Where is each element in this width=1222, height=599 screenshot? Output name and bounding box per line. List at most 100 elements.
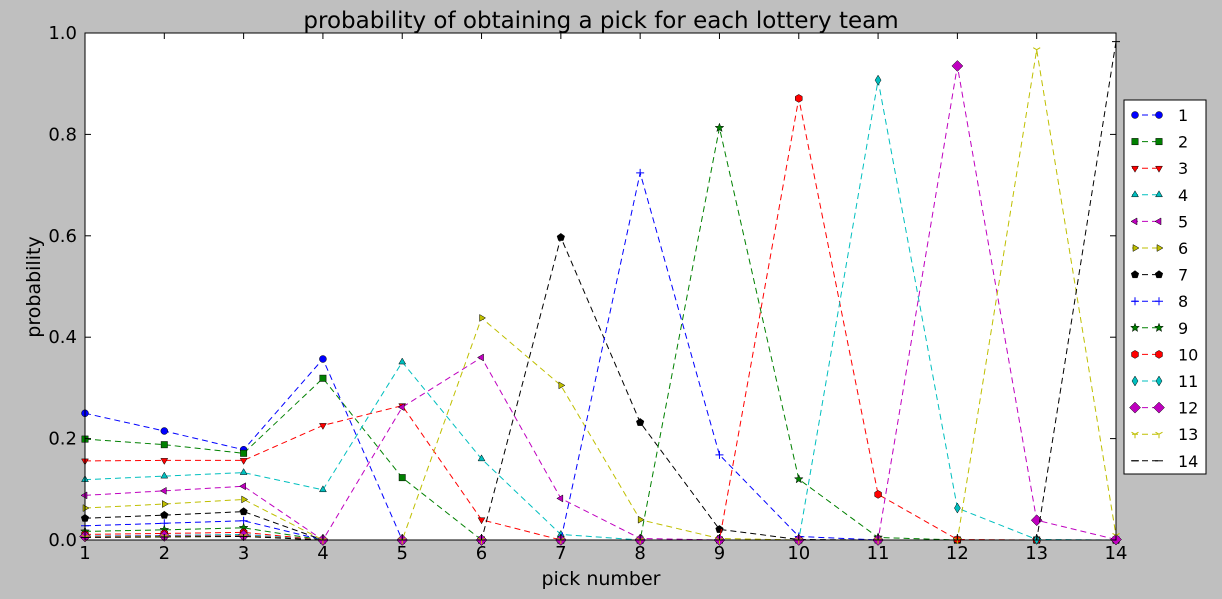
x-tick-label: 11	[867, 543, 890, 564]
x-axis-label: pick number	[542, 568, 661, 590]
data-point	[80, 491, 88, 500]
legend-item: 7	[1130, 266, 1188, 285]
legend-marker	[1130, 322, 1140, 333]
series-line-6	[84, 317, 1116, 541]
legend-marker	[1131, 190, 1139, 198]
data-point	[477, 353, 484, 362]
x-axis: 1 2 3 4 5 6 7 8 9 10 11 12 13 14	[79, 33, 1127, 564]
legend-marker	[1129, 401, 1141, 414]
y-axis: 0.0 0.2 0.4 0.6 0.8 1.0	[48, 23, 1116, 551]
data-point	[241, 495, 249, 504]
legend-marker	[1155, 138, 1163, 146]
data-point	[637, 515, 645, 524]
data-point	[239, 482, 246, 491]
data-point	[239, 507, 248, 516]
legend-label: 10	[1178, 345, 1198, 364]
y-tick-label: 0.2	[48, 429, 77, 450]
data-point	[398, 474, 406, 482]
legend-item: 6	[1132, 239, 1188, 258]
data-point	[951, 60, 964, 72]
legend-label: 7	[1178, 266, 1188, 285]
data-point	[954, 502, 961, 514]
data-point	[556, 494, 564, 503]
y-tick-label: 1.0	[48, 23, 77, 44]
x-tick-label: 14	[1105, 543, 1128, 564]
legend-marker	[1156, 244, 1164, 252]
legend-label: 14	[1178, 452, 1198, 471]
data-point	[239, 458, 248, 465]
y-tick-label: 0.4	[48, 327, 77, 348]
data-point	[319, 374, 327, 382]
data-point	[1032, 47, 1041, 54]
legend-marker	[1155, 297, 1163, 306]
x-tick-label: 6	[476, 543, 487, 564]
legend-marker	[1131, 431, 1139, 439]
legend-item: 10	[1131, 345, 1198, 364]
x-tick-label: 8	[634, 543, 645, 564]
plot-area	[85, 33, 1116, 540]
x-tick-label: 7	[555, 543, 566, 564]
legend-item: 12	[1129, 399, 1198, 418]
x-tick-label: 10	[787, 543, 810, 564]
legend-marker	[1155, 190, 1163, 198]
data-point	[556, 233, 565, 241]
legend-label: 8	[1178, 292, 1188, 311]
legend-item: 2	[1131, 133, 1188, 152]
x-tick-label: 2	[159, 543, 170, 564]
legend-item: 3	[1131, 159, 1188, 178]
y-tick-label: 0.0	[48, 530, 77, 551]
legend-item: 14	[1131, 452, 1198, 471]
x-tick-label: 4	[317, 543, 328, 564]
data-point	[874, 490, 882, 499]
data-point	[160, 510, 169, 519]
x-tick-label: 13	[1025, 543, 1048, 564]
legend-label: 11	[1178, 372, 1198, 391]
x-tick-label: 12	[946, 543, 969, 564]
legend-item: 4	[1131, 186, 1188, 205]
legend-label: 9	[1178, 319, 1188, 338]
y-axis-label: probability	[23, 236, 45, 337]
legend-item: 5	[1130, 212, 1188, 231]
legend-label: 6	[1178, 239, 1188, 258]
data-point	[159, 486, 167, 495]
x-tick-label: 9	[714, 543, 725, 564]
legend-item: 13	[1131, 425, 1198, 444]
legend-label: 12	[1178, 399, 1198, 418]
data-point	[397, 403, 405, 412]
data-point	[477, 517, 486, 525]
legend-marker	[1131, 165, 1139, 173]
legend-marker	[1155, 375, 1163, 387]
series-line-4	[84, 361, 1116, 541]
data-point	[479, 314, 487, 322]
data-point	[795, 94, 803, 103]
legend-label: 5	[1178, 212, 1188, 231]
legend-marker	[1131, 375, 1139, 387]
series-line-5	[84, 356, 1116, 541]
legend-marker	[1154, 270, 1164, 279]
legend-marker	[1132, 244, 1140, 252]
legend-label: 1	[1178, 106, 1188, 125]
data-point	[319, 423, 327, 430]
data-point	[793, 473, 804, 484]
data-point	[160, 458, 169, 465]
legend-item: 9	[1130, 319, 1188, 338]
x-tick-label: 5	[397, 543, 408, 564]
x-tick-label: 3	[238, 543, 249, 564]
x-tick-label: 1	[79, 543, 90, 564]
plot-frame	[84, 32, 1117, 541]
legend-marker	[1154, 322, 1164, 333]
data-point	[636, 168, 645, 177]
data-point	[398, 357, 407, 365]
data-point	[477, 454, 486, 462]
legend-marker	[1155, 350, 1163, 359]
data-point	[160, 471, 169, 479]
data-point	[239, 468, 248, 475]
y-tick-label: 0.8	[48, 124, 77, 145]
legend-marker	[1131, 138, 1139, 146]
legend-marker	[1131, 350, 1139, 359]
legend-marker	[1155, 165, 1163, 173]
data-point	[162, 500, 169, 508]
data-point	[636, 418, 645, 426]
